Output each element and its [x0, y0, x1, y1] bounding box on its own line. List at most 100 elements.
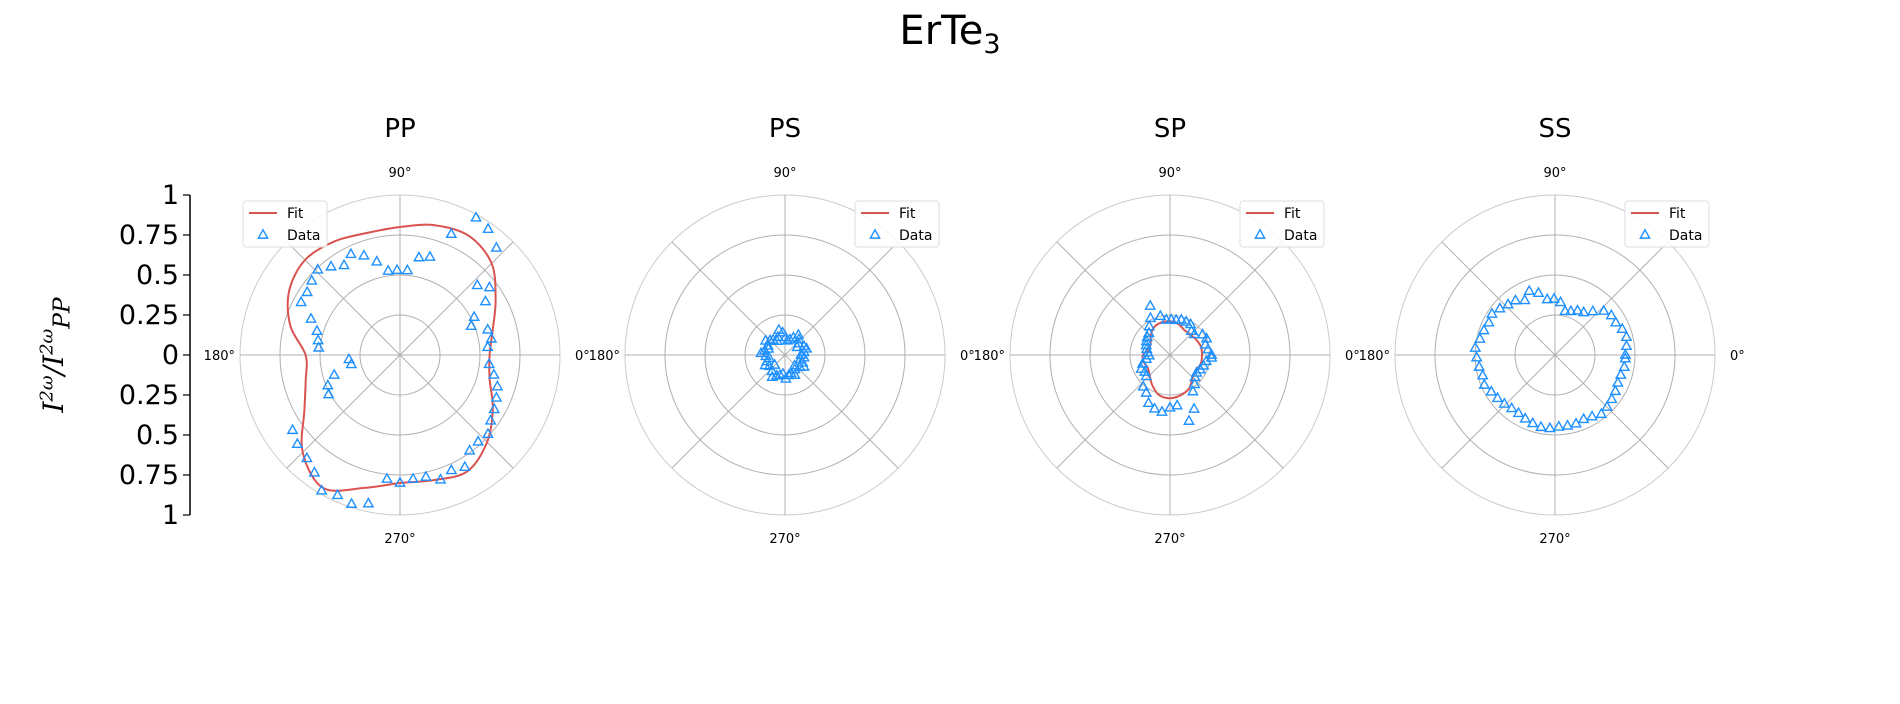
- data-point: [1140, 369, 1153, 381]
- polar-panel-ps: 0° 90° 180° 270° PS Fit Data: [589, 114, 975, 547]
- data-point: [1156, 405, 1168, 416]
- data-point: [1498, 397, 1511, 408]
- data-point: [1485, 385, 1498, 396]
- angle-label-0: 0°: [960, 349, 975, 364]
- y-tick-label: 0.75: [119, 460, 179, 491]
- panel-title: PS: [769, 114, 801, 144]
- y-tick-label: 1: [162, 500, 179, 531]
- data-point: [300, 451, 313, 463]
- data-point: [1605, 392, 1618, 404]
- polar-panel-ss: 0° 90° 180° 270° SS Fit Data: [1359, 114, 1745, 547]
- data-point: [1535, 420, 1547, 432]
- data-point: [445, 227, 458, 239]
- data-point: [1616, 322, 1629, 334]
- data-point: [1548, 292, 1560, 303]
- data-point: [794, 352, 807, 364]
- data-point: [1518, 293, 1531, 305]
- data-point: [434, 473, 447, 484]
- data-point: [301, 285, 314, 297]
- data-point: [381, 472, 393, 483]
- data-point: [458, 460, 471, 472]
- data-point: [1180, 315, 1193, 326]
- data-point: [1205, 351, 1218, 362]
- data-point: [1597, 304, 1610, 315]
- data-point: [1187, 385, 1199, 396]
- data-point: [311, 324, 323, 336]
- data-point: [771, 330, 784, 342]
- angle-label-270: 270°: [1539, 532, 1570, 547]
- data-point: [1144, 311, 1157, 323]
- data-point: [1552, 420, 1565, 431]
- data-point: [331, 488, 344, 500]
- legend-label-fit: Fit: [287, 206, 304, 222]
- data-point: [382, 264, 395, 275]
- angle-label-270: 270°: [384, 532, 415, 547]
- legend-data-swatch: [257, 228, 269, 239]
- data-point: [1154, 309, 1167, 321]
- data-point: [792, 328, 805, 339]
- data-point: [1512, 406, 1525, 418]
- data-point: [1476, 369, 1489, 380]
- data-point: [1184, 317, 1197, 329]
- data-point: [777, 367, 789, 378]
- y-tick-label: 0: [162, 340, 179, 371]
- fit-curve: [286, 223, 497, 492]
- data-point: [1482, 316, 1495, 327]
- data-point: [1140, 352, 1153, 363]
- panel-title: PP: [384, 114, 415, 144]
- angle-label-90: 90°: [388, 166, 411, 181]
- y-axis-label-i: I: [36, 401, 70, 413]
- data-point: [1564, 304, 1577, 316]
- data-point: [762, 339, 774, 350]
- data-point: [1148, 402, 1161, 413]
- data-point: [1185, 324, 1198, 336]
- data-point: [1519, 412, 1532, 423]
- angle-label-180: 180°: [1359, 349, 1390, 364]
- data-point: [401, 263, 414, 275]
- data-point: [1571, 304, 1584, 315]
- data-point: [424, 250, 436, 261]
- data-point: [1586, 410, 1598, 421]
- data-point: [490, 391, 503, 402]
- data-point: [1619, 352, 1632, 363]
- data-point: [774, 368, 786, 380]
- y-axis-label-mid: /I: [36, 354, 70, 376]
- data-point: [766, 364, 779, 376]
- legend-label-data: Data: [287, 228, 320, 244]
- data-point: [766, 370, 779, 381]
- data-point: [358, 249, 370, 260]
- data-point: [1505, 401, 1518, 413]
- data-point: [1493, 302, 1506, 313]
- polar-panel-pp: 0° 90° 180° 270° PP Fit Data: [204, 114, 590, 547]
- data-point: [481, 340, 494, 352]
- data-point: [345, 247, 357, 259]
- y-tick-label: 0.5: [136, 260, 179, 291]
- data-point: [491, 380, 504, 391]
- data-point: [1491, 391, 1504, 403]
- legend-data-swatch: [1639, 228, 1651, 239]
- data-point: [308, 466, 321, 477]
- data-point: [413, 250, 425, 262]
- data-point: [445, 463, 458, 475]
- angle-label-180: 180°: [589, 349, 620, 364]
- data-point: [1486, 307, 1498, 318]
- data-point: [1469, 341, 1482, 352]
- angle-label-0: 0°: [1345, 349, 1360, 364]
- data-point: [788, 359, 801, 370]
- data-point: [463, 444, 476, 455]
- data-point: [1618, 360, 1631, 372]
- data-point: [295, 295, 307, 307]
- radial-grid-line: [1056, 241, 1284, 469]
- data-point: [420, 470, 432, 481]
- legend-data-swatch: [1254, 228, 1266, 239]
- legend-label-data: Data: [1669, 228, 1702, 244]
- y-tick-label: 0.5: [136, 420, 179, 451]
- data-point: [362, 497, 375, 508]
- legend-label-fit: Fit: [1284, 206, 1301, 222]
- angle-label-90: 90°: [1158, 166, 1181, 181]
- data-point: [483, 280, 496, 292]
- data-point: [321, 379, 334, 390]
- data-point: [776, 326, 789, 337]
- data-point: [315, 484, 328, 495]
- data-point: [472, 435, 485, 446]
